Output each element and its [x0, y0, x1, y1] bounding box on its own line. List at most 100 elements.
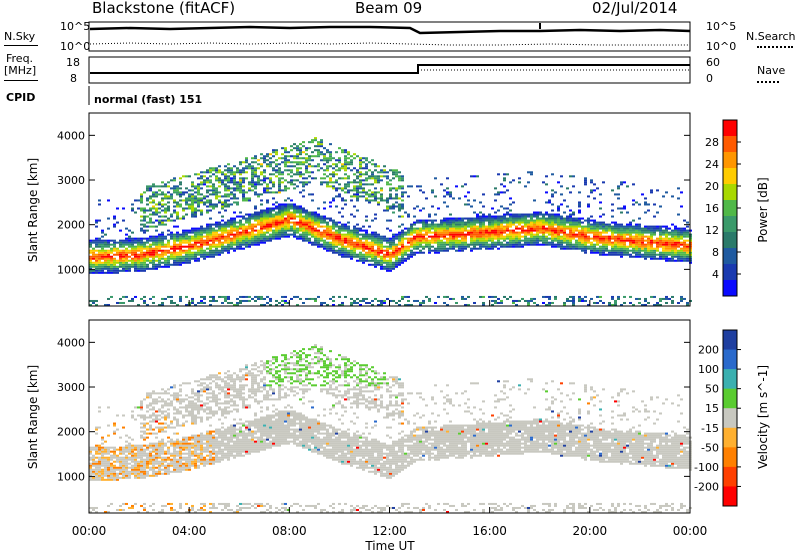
- power-cell: [143, 301, 146, 304]
- power-cell: [671, 237, 674, 240]
- power-cell: [542, 239, 545, 242]
- power-cell: [497, 229, 500, 232]
- power-cell: [122, 295, 125, 298]
- power-cell: [197, 191, 200, 194]
- power-cell: [221, 229, 224, 232]
- power-cell: [176, 235, 179, 238]
- power-cell: [332, 235, 335, 238]
- power-cell: [611, 297, 614, 300]
- power-cell: [407, 303, 410, 306]
- power-cell: [401, 247, 404, 250]
- power-cell: [386, 269, 389, 272]
- power-cell: [359, 241, 362, 244]
- power-cell: [101, 269, 104, 272]
- power-cell: [683, 245, 686, 248]
- power-cell: [227, 239, 230, 242]
- power-cell: [536, 231, 539, 234]
- velocity-cell: [134, 464, 137, 467]
- power-cell: [89, 251, 92, 254]
- power-cell: [584, 179, 587, 182]
- power-cell: [314, 235, 317, 238]
- velocity-cell: [95, 474, 98, 477]
- power-cell: [563, 221, 566, 224]
- power-cell: [389, 183, 392, 186]
- velocity-cell: [131, 468, 134, 471]
- power-cell: [464, 229, 467, 232]
- power-cell: [359, 179, 362, 182]
- power-cell: [242, 191, 245, 194]
- power-cell: [341, 255, 344, 258]
- power-cell: [209, 229, 212, 232]
- power-cell: [233, 173, 236, 176]
- power-cell: [167, 191, 170, 194]
- power-cell: [326, 235, 329, 238]
- power-cell: [386, 247, 389, 250]
- power-cell: [206, 253, 209, 256]
- velocity-cell: [122, 458, 125, 461]
- power-cell: [233, 179, 236, 182]
- power-cell: [473, 199, 476, 202]
- power-cell: [119, 263, 122, 266]
- velocity-cell: [95, 468, 98, 471]
- power-cell: [323, 235, 326, 238]
- power-cell: [173, 225, 176, 228]
- power-cell: [323, 169, 326, 172]
- power-cell: [578, 221, 581, 224]
- power-cell: [89, 267, 92, 270]
- power-cell: [155, 249, 158, 252]
- power-cell: [260, 203, 263, 206]
- power-cell: [152, 225, 155, 228]
- power-cell: [200, 245, 203, 248]
- power-cell: [635, 231, 638, 234]
- power-cell: [287, 165, 290, 168]
- power-cell: [362, 237, 365, 240]
- power-cell: [389, 195, 392, 198]
- power-cell: [221, 215, 224, 218]
- power-cell: [494, 243, 497, 246]
- velocity-cell: [95, 506, 98, 509]
- power-cell: [323, 245, 326, 248]
- power-cell: [446, 193, 449, 196]
- power-cell: [476, 225, 479, 228]
- power-cell: [617, 231, 620, 234]
- power-cell: [341, 233, 344, 236]
- power-cell: [476, 219, 479, 222]
- power-cell: [122, 243, 125, 246]
- power-cell: [257, 233, 260, 236]
- power-cell: [230, 245, 233, 248]
- power-cell: [365, 235, 368, 238]
- power-cell: [278, 171, 281, 174]
- power-cell: [263, 213, 266, 216]
- power-cell: [503, 229, 506, 232]
- power-cell: [506, 229, 509, 232]
- power-cell: [245, 229, 248, 232]
- velocity-cell: [125, 446, 128, 449]
- power-cell: [671, 259, 674, 262]
- power-cell: [350, 155, 353, 158]
- power-cell: [200, 239, 203, 242]
- power-cell: [98, 271, 101, 274]
- velocity-cell: [122, 474, 125, 477]
- power-cell: [266, 229, 269, 232]
- power-cell: [320, 243, 323, 246]
- power-cell: [296, 163, 299, 166]
- power-cell: [269, 299, 272, 302]
- power-cell: [281, 153, 284, 156]
- power-cell: [203, 195, 206, 198]
- power-cell: [263, 175, 266, 178]
- power-cell: [290, 207, 293, 210]
- power-cell: [161, 253, 164, 256]
- power-cell: [659, 303, 662, 306]
- power-cell: [98, 203, 101, 206]
- power-cell: [107, 199, 110, 202]
- power-cell: [167, 197, 170, 200]
- power-cell: [674, 229, 677, 232]
- power-cell: [329, 249, 332, 252]
- power-cell: [455, 221, 458, 224]
- power-cell: [359, 195, 362, 198]
- power-cell: [611, 295, 614, 298]
- power-cell: [248, 295, 251, 298]
- power-cell: [191, 239, 194, 242]
- power-cell: [128, 241, 131, 244]
- power-cell: [485, 231, 488, 234]
